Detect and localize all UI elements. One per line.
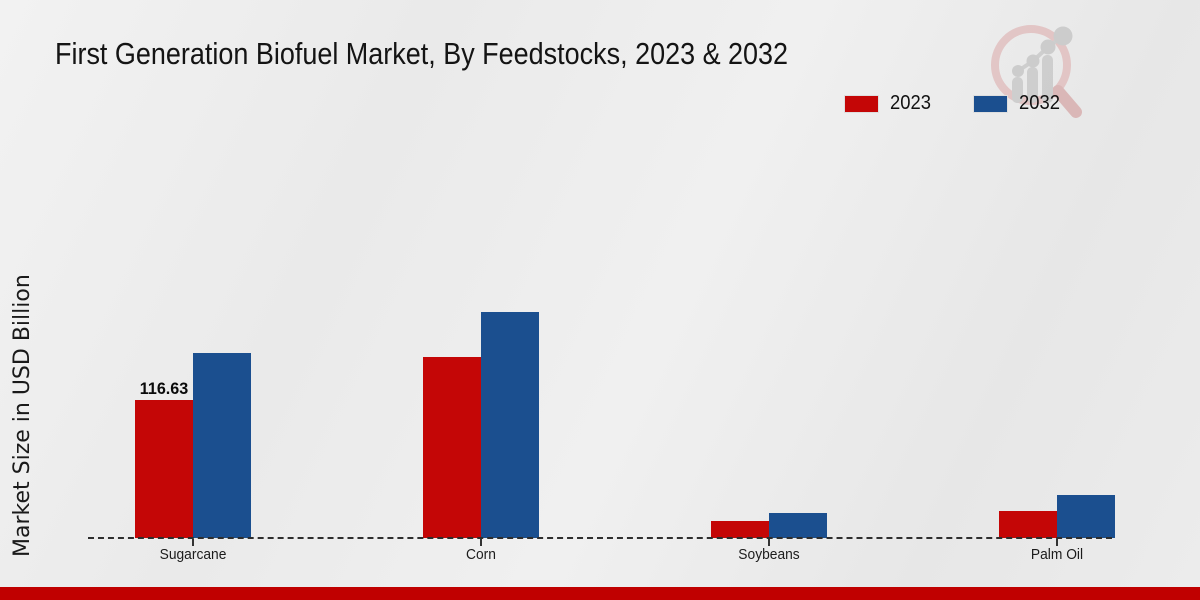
x-axis-dashed-baseline	[88, 537, 1112, 539]
legend-item-2023: 2023	[844, 92, 935, 115]
bar-2023-palm-oil	[999, 511, 1057, 538]
bar-2032-corn	[481, 312, 539, 538]
bar-2032-palm-oil	[1057, 495, 1115, 538]
watermark-logo-icon	[991, 25, 1082, 118]
bar-2032-sugarcane	[193, 353, 251, 538]
bar-2032-soybeans	[769, 513, 827, 538]
x-axis-tick-sugarcane	[192, 539, 194, 546]
bar-2023-soybeans	[711, 521, 769, 538]
data-label-2023-sugarcane: 116.63	[139, 379, 189, 398]
legend-swatch-2032	[972, 94, 1008, 113]
footer-red-strip	[0, 587, 1200, 600]
category-label-soybeans: Soybeans	[738, 546, 800, 563]
x-axis-tick-palm-oil	[1056, 539, 1058, 546]
x-axis-tick-soybeans	[768, 539, 770, 546]
legend-item-2032: 2032	[972, 92, 1064, 115]
x-axis-tick-corn	[480, 539, 482, 546]
legend-label-2032: 2032	[1018, 92, 1060, 114]
bar-2023-sugarcane	[135, 400, 193, 538]
chart-title: First Generation Biofuel Market, By Feed…	[55, 36, 789, 71]
category-label-sugarcane: Sugarcane	[159, 546, 227, 563]
bar-2023-corn	[423, 357, 481, 538]
category-label-corn: Corn	[466, 546, 496, 563]
category-label-palm-oil: Palm Oil	[1030, 546, 1084, 563]
legend-swatch-2023	[844, 94, 879, 113]
legend: 2023 2032	[844, 92, 1063, 115]
legend-label-2023: 2023	[890, 92, 931, 114]
